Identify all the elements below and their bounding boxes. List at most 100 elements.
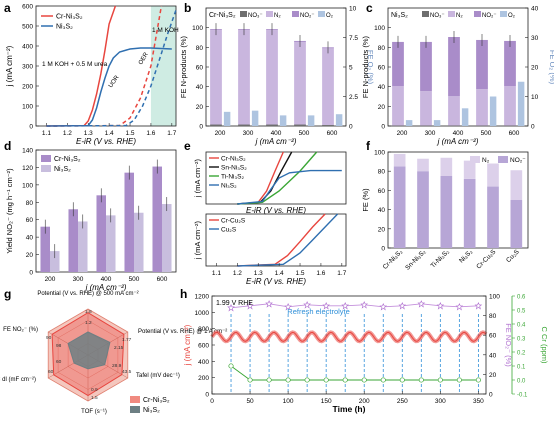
h-ccr-marker (456, 377, 462, 383)
a-x-tick-label: 1.3 (84, 130, 93, 137)
a-y-tick-label: 400 (22, 44, 33, 51)
g-tick-label: 1.5 (91, 395, 98, 401)
e-top-xlabel: E-iR (V vs. RHE) (246, 206, 306, 215)
d-y-tick-label: 120 (22, 165, 33, 172)
a-x-tick-label: 1.6 (146, 130, 155, 137)
f-legend-swatch (470, 156, 480, 163)
h-x-tick-label: 350 (473, 398, 484, 405)
d-bar-cr-ni3s2 (40, 226, 50, 272)
panel-c-bar-O2 (517, 81, 525, 126)
h-ccr-marker (323, 377, 329, 383)
e-top-legend-label: Ti-Ni₃S₂ (221, 174, 244, 181)
panel-c-legend-swatch (474, 11, 481, 17)
f-bar-n2 (463, 160, 476, 179)
h-y-tick-label: 1200 (195, 294, 210, 301)
panel-b-legend-swatch (318, 11, 325, 17)
h-ccr-marker (266, 377, 272, 383)
panel-b-legend-label: NO₃⁻ (248, 13, 263, 19)
panel-c-y-tick-label: 60 (378, 65, 386, 72)
h-y2-tick-label: 0 (489, 392, 493, 399)
panel-c-legend-swatch (500, 11, 507, 17)
panel-c: 0 20 40 60 80 100 0 10 20 30 40 200 300 400 500 600 j (m… (361, 6, 554, 147)
h-y2-tick-label: 40 (489, 352, 497, 359)
panel-label-d: d (4, 139, 11, 153)
panel-b-legend-label: NO₂⁻ (300, 13, 315, 19)
panel-b-y2label: FE O₂ (%) (366, 50, 375, 85)
h-x-tick-label: 0 (210, 398, 214, 405)
g-tick-label: 60 (48, 369, 54, 375)
e-x-tick-label: 1.1 (212, 270, 221, 277)
panel-b-y-tick-label: 0 (199, 124, 203, 131)
f-bar-n2 (440, 157, 453, 176)
h-ccr-marker (228, 363, 234, 369)
h-fe-marker (227, 303, 235, 312)
panel-c-x-tick-label: 300 (425, 130, 436, 137)
h-ccr-marker (361, 377, 367, 383)
g-tick-label: 43.5 (122, 369, 132, 375)
h-y3-tick-label: 0.5 (517, 309, 526, 315)
panel-b-x-tick-label: 600 (327, 130, 338, 137)
e-top-legend-label: Cr-Ni₃S₂ (221, 156, 246, 163)
a-series-line-4 (46, 9, 177, 127)
d-legend-swatch (41, 165, 51, 172)
panel-c-bar-N2 (476, 89, 488, 126)
panel-c-y2label: FE O₂ (%) (548, 50, 554, 85)
f-x-tick-label: Ni₃S₂ (458, 248, 474, 264)
panel-c-y2-tick-label: 30 (531, 35, 539, 42)
h-y3-tick-label: 0.1 (517, 365, 526, 371)
g-tick-label: 60 (56, 359, 62, 365)
panel-g: Potential (V vs. RHE) @ 500 mA cm⁻² Poten… (0, 291, 227, 415)
panel-b-y2-tick-label: 10 (349, 6, 357, 13)
f-y-tick-label: 80 (378, 169, 386, 176)
panel-c-bar-NO2 (448, 37, 460, 97)
f-bar-no2 (393, 166, 406, 248)
panel-c-bar-N2 (392, 86, 404, 126)
panel-b-legend-swatch (266, 11, 273, 17)
h-y2-tick-label: 20 (489, 372, 497, 379)
d-y-tick-label: 20 (26, 252, 34, 259)
h-fe-marker (379, 303, 388, 311)
h-ccr-marker (418, 377, 424, 383)
d-bar-cr-ni3s2 (96, 195, 106, 272)
h-y2-tick-label: 80 (489, 313, 497, 320)
panel-c-legend-label: N₂ (456, 13, 463, 19)
h-ccr-marker (399, 377, 405, 383)
a-y-tick-label: 200 (22, 84, 33, 91)
e-bottom-series-line-2 (237, 213, 339, 267)
h-x-tick-label: 50 (246, 398, 254, 405)
panel-b-y2-tick-label: 0 (349, 124, 353, 131)
h-y3-tick-label: 0.6 (517, 295, 526, 301)
h-fe-marker (398, 302, 407, 310)
panel-c-bar-NO2 (420, 41, 432, 92)
h-x-tick-label: 300 (435, 398, 446, 405)
e-x-tick-label: 1.5 (296, 270, 305, 277)
f-y-tick-label: 0 (381, 246, 385, 253)
a-annotation-uor: UOR (108, 74, 121, 89)
panel-c-y-tick-label: 20 (378, 104, 386, 111)
h-y2-tick-label: 100 (489, 294, 500, 301)
panel-c-y-tick-label: 100 (374, 25, 385, 32)
panel-b-y2-tick-label: 2.5 (349, 94, 358, 101)
g-axis-label: FE NO₂⁻ (%) (3, 327, 38, 333)
f-bar-no2 (463, 178, 476, 248)
h-y2label: FE NO₂⁻ (%) (504, 323, 513, 367)
d-x-tick-label: 200 (45, 276, 56, 283)
e-top-ylabel: j (mA cm⁻²) (193, 158, 202, 198)
e-bottom-legend-label: Cu₂S (221, 227, 237, 234)
panel-c-y-tick-label: 80 (378, 45, 386, 52)
d-bar-ni3s2 (134, 212, 144, 272)
f-bar-no2 (487, 186, 499, 248)
a-y-tick-label: 300 (22, 64, 33, 71)
e-bottom-legend-label: Cr-Cu₂S (221, 218, 246, 225)
panel-b-legend-label: N₂ (274, 13, 281, 19)
g-axis-label: Potential (V vs. RHE) @ 500 mA cm⁻² (37, 291, 138, 297)
panel-a: 1.1 1.2 1.3 1.4 1.5 1.6 1.7 0 100 200 300 400 500 600… (5, 4, 179, 147)
g-tick-label: 98 (56, 343, 62, 349)
a-y-tick-label: 100 (22, 104, 33, 111)
h-fe-marker (436, 302, 445, 310)
panel-c-y2-tick-label: 0 (531, 124, 535, 131)
g-tick-label: 1.8 (85, 309, 92, 315)
panel-c-y2-tick-label: 20 (531, 65, 539, 72)
panel-b-legend-swatch (292, 11, 299, 17)
h-x-tick-label: 250 (397, 398, 408, 405)
